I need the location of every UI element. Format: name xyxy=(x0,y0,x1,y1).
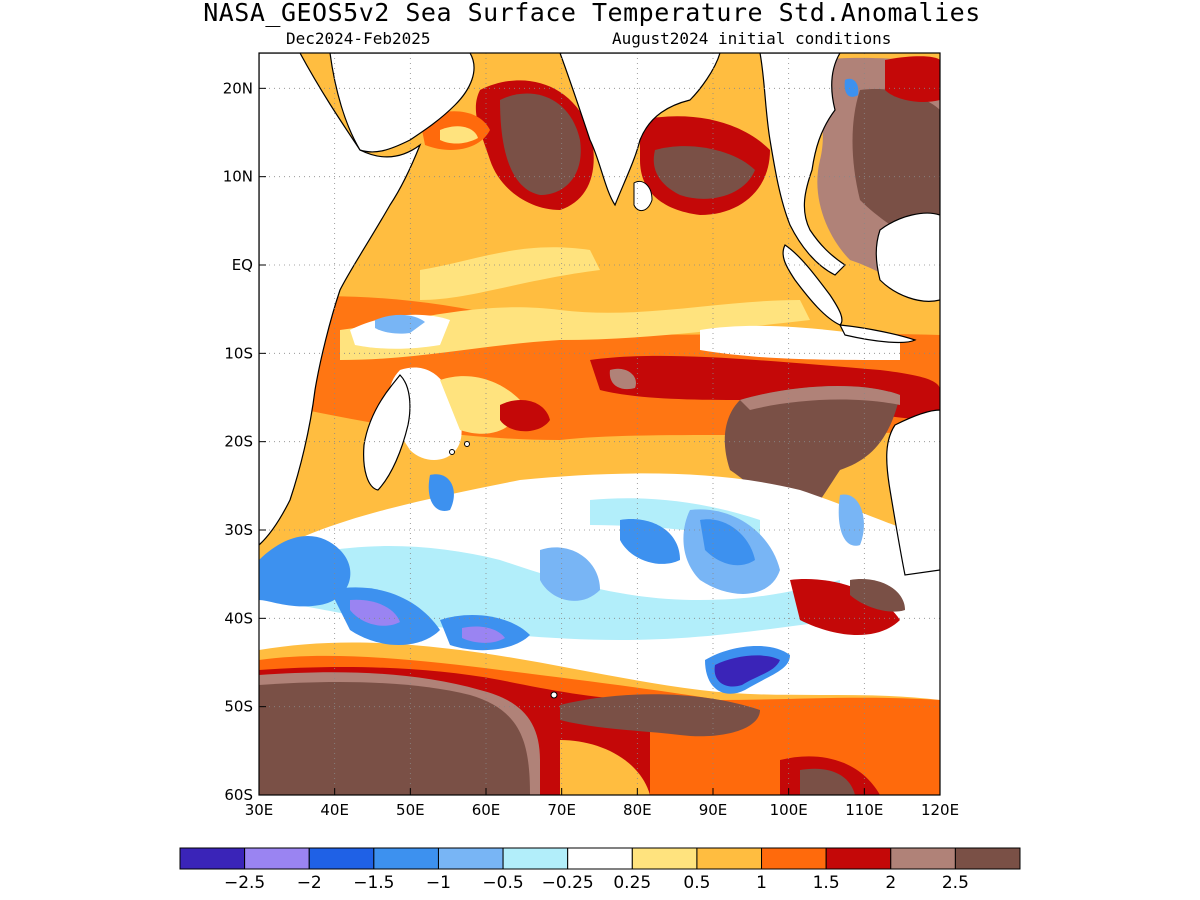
colorbar-swatch xyxy=(179,847,246,870)
colorbar-label: −2 xyxy=(296,873,322,893)
graticule xyxy=(259,53,940,795)
colorbar-label: 2.5 xyxy=(941,873,969,893)
southern-brown-belt xyxy=(259,682,530,795)
y-tick-label: 10N xyxy=(223,168,253,186)
borneo-landmass xyxy=(875,212,940,302)
y-tick-label: 40S xyxy=(224,609,253,627)
brown-patch-78e xyxy=(609,368,636,390)
x-tick-label: 100E xyxy=(770,801,808,819)
equatorial-pale-streak xyxy=(340,300,810,360)
colorbar-swatch xyxy=(308,847,375,870)
colorbar-swatch xyxy=(502,847,569,870)
colorbar-label: −0.5 xyxy=(482,873,524,893)
x-tick-label: 90E xyxy=(699,801,728,819)
brown-patch-106e-58s xyxy=(800,768,855,795)
blue-core-88e xyxy=(700,519,755,566)
y-tick-label: 10S xyxy=(224,344,253,362)
purple-patch-55e xyxy=(462,626,505,643)
y-axis: 20N 10N EQ 10S 20S 30S 40S 50S 60S xyxy=(223,79,266,804)
java-landmass xyxy=(838,324,917,344)
x-tick-label: 60E xyxy=(472,801,501,819)
gulf-aden-yellow xyxy=(440,126,478,144)
initial-conditions-subtitle: August2024 initial conditions xyxy=(612,29,892,48)
southern-yellow-gap xyxy=(560,740,650,795)
colorbar-swatch xyxy=(373,847,439,870)
x-tick-label: 50E xyxy=(396,801,425,819)
gulf-tonkin-blue xyxy=(844,78,859,97)
anomaly-field xyxy=(259,53,940,795)
colorbar-label: −2.5 xyxy=(223,873,266,893)
mauritius-island xyxy=(464,441,470,447)
blue-patch-52e xyxy=(428,474,454,511)
x-tick-label: 30E xyxy=(245,801,274,819)
cold-core-center xyxy=(714,655,780,687)
arabian-sea-brown xyxy=(500,93,581,195)
y-tick-label: 50S xyxy=(224,698,253,716)
colorbar-swatch xyxy=(954,847,1021,870)
colorbar-swatch xyxy=(244,847,310,870)
blue-patch-65e xyxy=(540,547,600,601)
y-tick-label: 20S xyxy=(224,433,253,451)
blue-patch-32e xyxy=(259,536,351,607)
kerguelen-island xyxy=(550,691,558,699)
sri-lanka-landmass xyxy=(633,180,653,212)
y-tick-label: EQ xyxy=(232,256,253,274)
season-subtitle: Dec2024-Feb2025 xyxy=(286,29,431,48)
map-title: NASA_GEOS5v2 Sea Surface Temperature Std… xyxy=(203,0,981,27)
bay-of-bengal-brown xyxy=(653,146,755,199)
x-tick-label: 120E xyxy=(921,801,959,819)
y-tick-label: 60S xyxy=(224,786,253,804)
y-tick-label: 30S xyxy=(224,521,253,539)
colorbar-swatch xyxy=(567,847,633,870)
australia-landmass xyxy=(886,409,940,576)
south-china-sea-brown xyxy=(852,89,940,250)
brown-patch-112e-40s xyxy=(850,579,905,612)
x-axis: 30E 40E 50E 60E 70E 80E 90E 100E 110E 120E xyxy=(245,788,959,819)
arabia-landmass xyxy=(329,53,475,153)
reunion-island xyxy=(449,449,455,455)
somali-blue-patch xyxy=(375,314,425,334)
southeast-asia-landmass xyxy=(759,53,846,276)
colorbar-swatch xyxy=(437,847,504,870)
purple-patch-45e xyxy=(350,599,400,626)
colorbar-swatch xyxy=(890,847,956,870)
colorbar-label: −0.25 xyxy=(541,873,594,893)
equatorial-pale-streak-2 xyxy=(420,247,600,300)
blue-patch-112e xyxy=(838,494,864,546)
colorbar-swatch xyxy=(825,847,892,870)
x-tick-label: 110E xyxy=(845,801,883,819)
y-tick-label: 20N xyxy=(223,79,253,97)
colorbar-label: 0.25 xyxy=(613,873,652,893)
colorbar-label: 1.5 xyxy=(812,873,840,893)
colorbar-label: 0.5 xyxy=(683,873,711,893)
india-landmass xyxy=(559,53,721,207)
brown-patch-85e-52s xyxy=(560,694,760,737)
x-tick-label: 40E xyxy=(320,801,349,819)
colorbar-label: −1.5 xyxy=(353,873,395,893)
australia-west-tan-edge xyxy=(740,385,900,410)
red-patch-108e-40s xyxy=(790,579,900,635)
colorbar-label: −1 xyxy=(425,873,451,893)
colorbar-swatch xyxy=(631,847,698,870)
colorbar xyxy=(179,847,1021,870)
plot-frame xyxy=(258,52,941,796)
x-tick-label: 70E xyxy=(547,801,576,819)
madagascar-landmass xyxy=(363,374,411,491)
colorbar-swatch xyxy=(696,847,763,870)
colorbar-label: 1 xyxy=(756,873,767,893)
colorbar-label: 2 xyxy=(885,873,897,893)
red-patch-62e xyxy=(500,400,550,432)
colorbar-swatch xyxy=(761,847,827,870)
x-tick-label: 80E xyxy=(623,801,652,819)
south-china-sea-red xyxy=(885,56,940,102)
